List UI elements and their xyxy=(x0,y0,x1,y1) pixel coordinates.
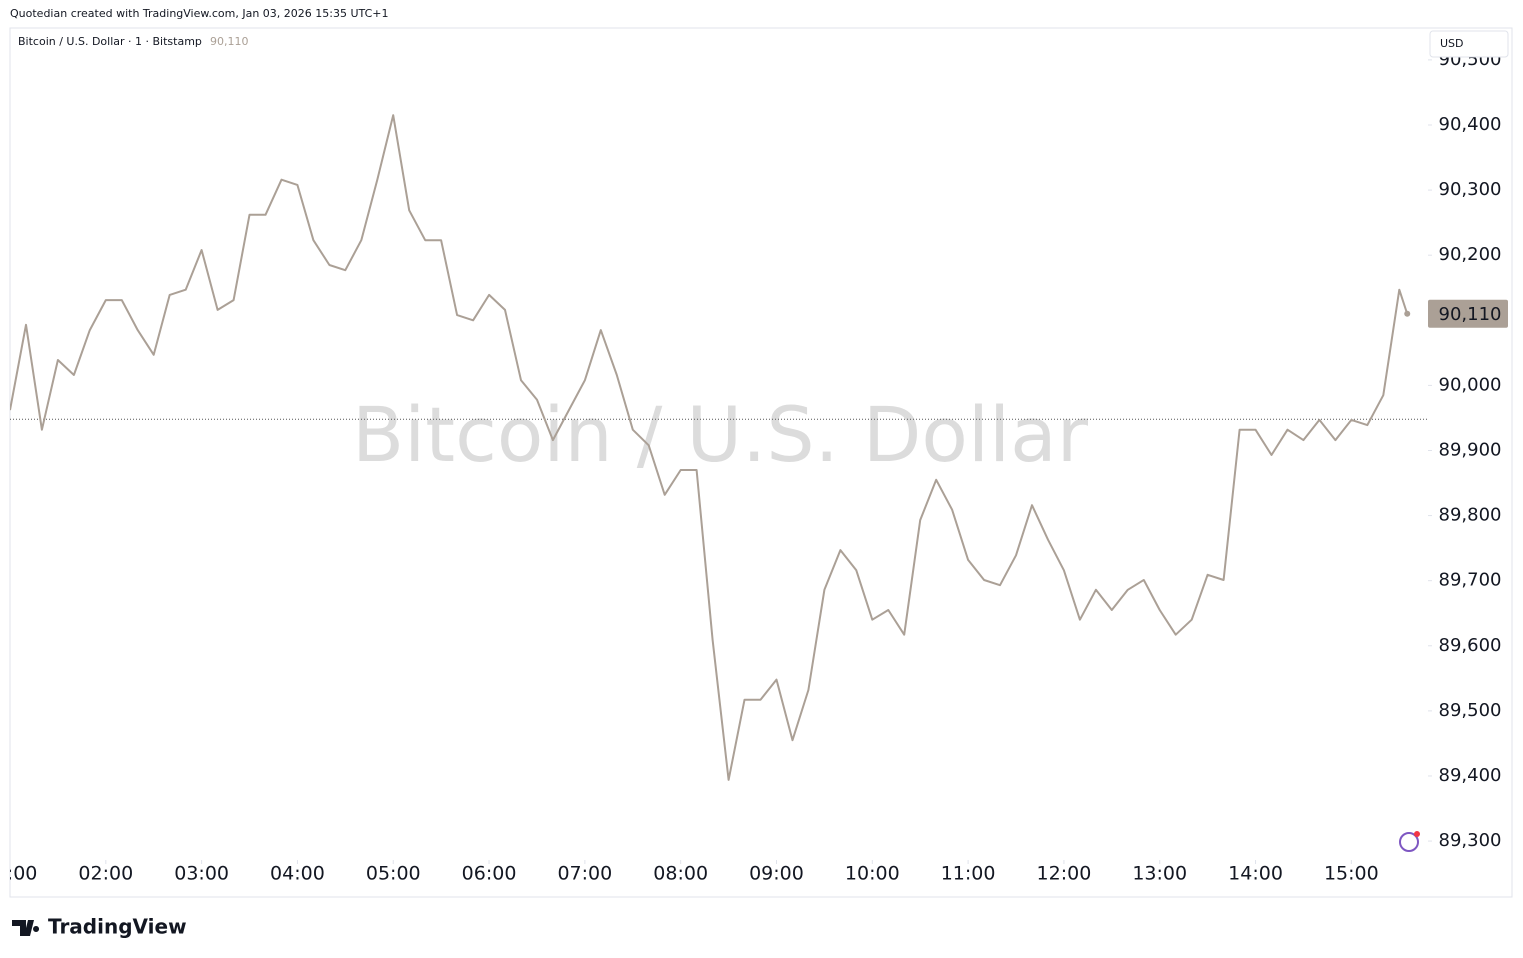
header-price: 90,110 xyxy=(210,35,249,48)
x-tick-label: 01:00 xyxy=(0,863,37,885)
x-tick-label: 11:00 xyxy=(941,863,996,885)
price-badge xyxy=(1428,299,1508,328)
x-tick-label: 12:00 xyxy=(1037,863,1092,885)
y-tick-label: 89,600 xyxy=(1439,635,1502,656)
price-badge-label: 90,110 xyxy=(1439,304,1502,325)
y-tick-label: 90,000 xyxy=(1439,374,1502,395)
x-tick-label: 05:00 xyxy=(366,863,421,885)
watermark: Bitcoin / U.S. Dollar xyxy=(352,390,1089,479)
last-point xyxy=(1404,310,1411,317)
y-tick-label: 90,300 xyxy=(1439,179,1502,200)
x-tick-label: 13:00 xyxy=(1132,863,1187,885)
y-tick-label: 89,500 xyxy=(1439,700,1502,721)
x-tick-label: 09:00 xyxy=(749,863,804,885)
x-tick-label: 15:00 xyxy=(1324,863,1379,885)
x-tick-label: 02:00 xyxy=(78,863,133,885)
price-line xyxy=(10,114,1409,781)
x-tick-label: 03:00 xyxy=(174,863,229,885)
y-tick-label: 90,200 xyxy=(1439,244,1502,265)
y-tick-label: 89,400 xyxy=(1439,765,1502,786)
currency[interactable]: USD xyxy=(1440,37,1464,50)
credit: Quotedian created with TradingView.com, … xyxy=(10,7,389,20)
y-tick-label: 89,300 xyxy=(1439,830,1502,851)
x-tick-label: 08:00 xyxy=(653,863,708,885)
x-tick-label: 10:00 xyxy=(845,863,900,885)
x-tick-label: 06:00 xyxy=(462,863,517,885)
y-tick-label: 89,900 xyxy=(1439,439,1502,460)
y-tick-label: 89,800 xyxy=(1439,505,1502,526)
x-tick-label: 07:00 xyxy=(557,863,612,885)
frame xyxy=(9,27,1513,898)
x-tick-label: 14:00 xyxy=(1228,863,1283,885)
icon[interactable] xyxy=(1399,831,1420,852)
brand: TradingView xyxy=(48,915,187,939)
y-tick-label: 89,700 xyxy=(1439,570,1502,591)
currency-box[interactable] xyxy=(1429,30,1509,58)
x-tick-label: 04:00 xyxy=(270,863,325,885)
y-tick-label: 90,400 xyxy=(1439,114,1502,135)
symbol-title: Bitcoin / U.S. Dollar · 1 · Bitstamp xyxy=(18,35,202,48)
logo xyxy=(12,920,40,936)
